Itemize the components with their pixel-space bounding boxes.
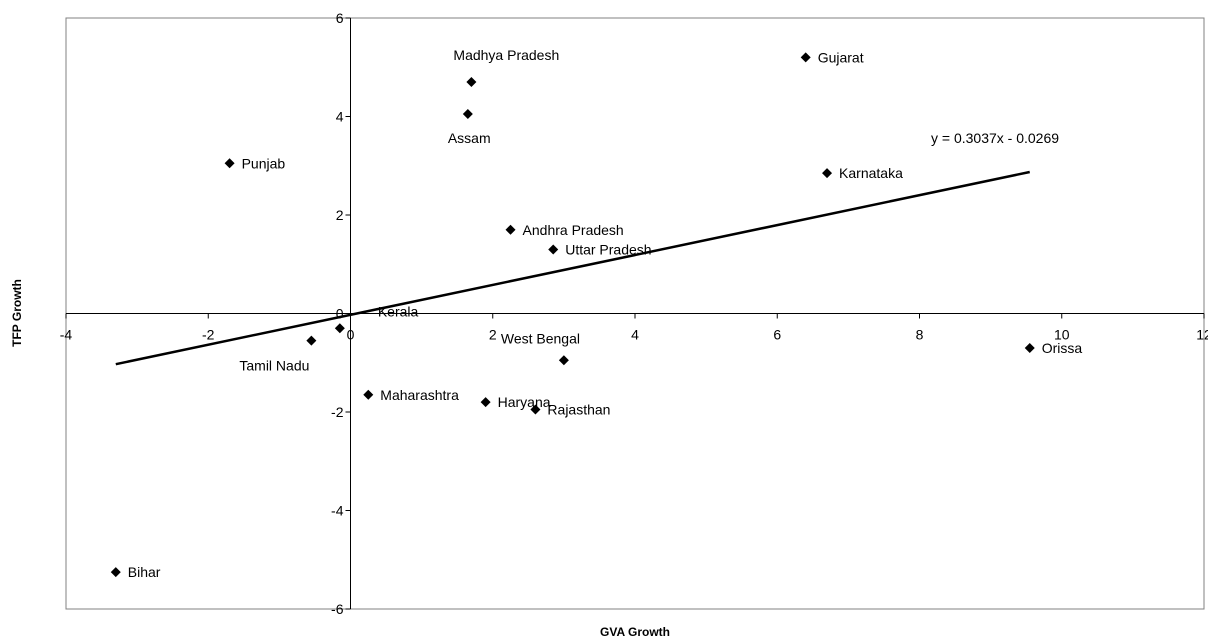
data-point-label: Bihar [128,564,161,580]
data-point-label: Madhya Pradesh [453,47,559,63]
data-point-label: Uttar Pradesh [565,241,651,257]
x-tick-label: 6 [773,327,781,343]
data-point-marker [822,168,833,179]
data-point-marker [530,404,541,415]
data-point-marker [363,389,374,400]
data-point-marker [466,77,477,88]
y-tick-label: 4 [336,109,344,125]
x-tick-label: -2 [202,327,215,343]
x-tick-label: 4 [631,327,639,343]
x-axis-title: GVA Growth [600,625,670,639]
data-point-label: Andhra Pradesh [523,222,624,238]
x-tick-label: 8 [916,327,924,343]
data-point-marker [224,158,235,169]
data-point-marker [480,397,491,408]
y-tick-label: -4 [331,503,344,519]
data-point-marker [505,224,516,235]
y-tick-label: 6 [336,10,344,26]
axes: -4 -2 0 2 4 6 8 10 12 -6 -4 -2 0 2 4 6 [60,10,1208,617]
x-tick-label: 10 [1054,327,1070,343]
data-point-label: Karnataka [839,165,903,181]
data-point-label: Gujarat [818,49,864,65]
trendline-group [115,170,1031,366]
x-tick-label: -4 [60,327,73,343]
data-point-marker [800,52,811,63]
data-point-label: Tamil Nadu [239,358,309,374]
data-point-label: West Bengal [501,330,580,346]
y-tick-label: -2 [331,404,344,420]
y-tick-label: 2 [336,207,344,223]
y-tick-label: 0 [336,306,344,322]
data-point-marker [1024,342,1035,353]
trendline [115,170,1031,366]
x-tick-label: 12 [1196,327,1208,343]
data-points [110,52,1035,578]
data-point-marker [548,244,559,255]
data-point-label: Orissa [1042,340,1083,356]
data-point-marker [306,335,317,346]
y-axis-title: TFP Growth [10,279,24,347]
data-point-label: Rajasthan [547,402,610,418]
data-point-label: Maharashtra [380,387,459,403]
data-point-label: Kerala [378,303,419,319]
data-point-label: Punjab [242,155,286,171]
data-point-marker [558,355,569,366]
data-point-label: Assam [448,130,491,146]
data-point-marker [462,109,473,120]
data-point-label: Haryana [498,394,551,410]
data-point-marker [110,567,121,578]
x-tick-label: 0 [347,327,355,343]
data-point-marker [334,323,345,334]
y-tick-label: -6 [331,601,344,617]
x-tick-label: 2 [489,327,497,343]
trendline-equation: y = 0.3037x - 0.0269 [931,130,1059,146]
point-labels: Madhya Pradesh Gujarat Assam Punjab Karnatak… [128,47,1083,580]
